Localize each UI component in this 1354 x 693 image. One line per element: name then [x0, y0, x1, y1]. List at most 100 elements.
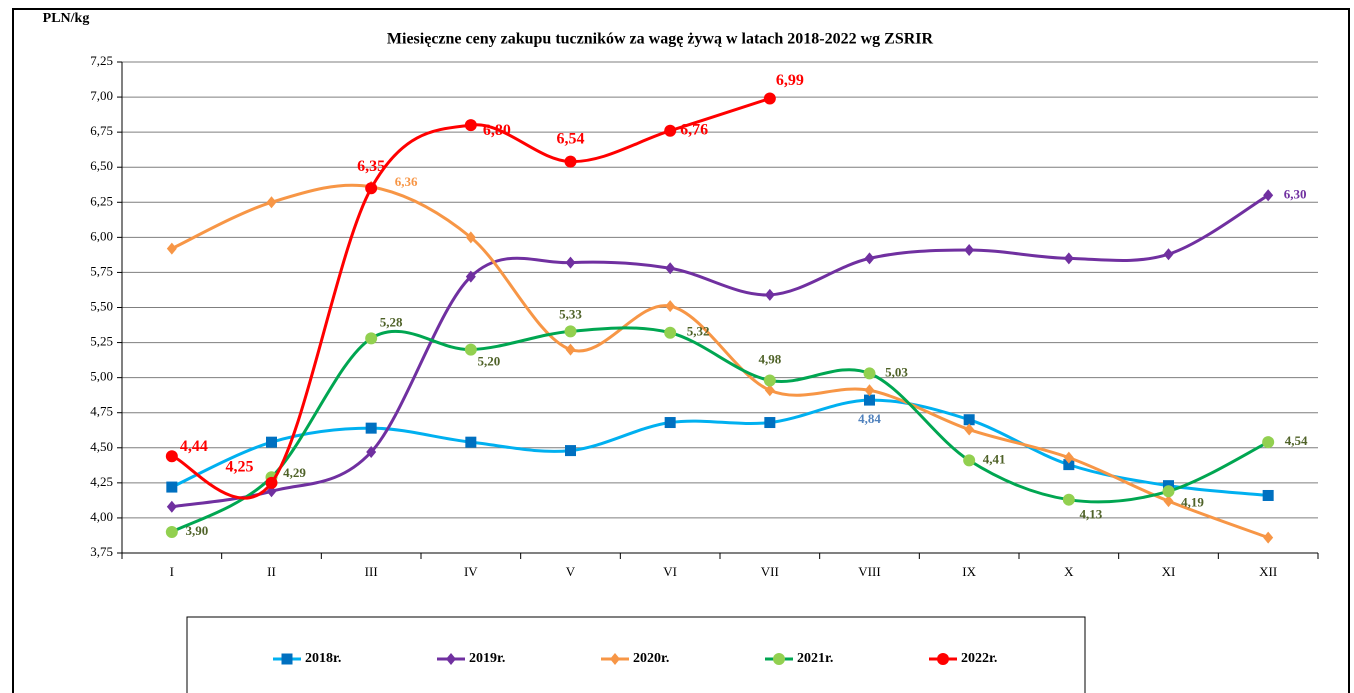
data-label: 4,84: [858, 411, 881, 426]
data-label: 3,90: [185, 523, 208, 538]
marker: [464, 343, 477, 356]
marker: [763, 374, 776, 387]
legend-marker: [937, 653, 949, 665]
legend-marker: [773, 653, 785, 665]
marker: [764, 417, 776, 429]
chart-title: Miesięczne ceny zakupu tuczników za wagę…: [387, 31, 934, 48]
marker: [1063, 459, 1075, 471]
marker: [863, 367, 876, 380]
y-tick-label: 5,25: [90, 334, 113, 349]
x-tick-label: VII: [761, 564, 779, 579]
data-label: 4,98: [758, 351, 781, 366]
marker: [564, 325, 577, 338]
marker: [764, 288, 775, 301]
y-tick-label: 4,00: [90, 509, 113, 524]
x-tick-label: IV: [464, 564, 478, 579]
marker: [165, 525, 178, 538]
marker: [864, 384, 875, 397]
data-label: 4,13: [1079, 507, 1102, 522]
marker: [166, 481, 178, 493]
x-tick-label: III: [365, 564, 378, 579]
series-line: [171, 193, 1269, 509]
marker: [465, 270, 476, 283]
y-tick-label: 7,25: [90, 53, 113, 68]
marker: [365, 182, 378, 195]
marker: [464, 119, 477, 132]
marker: [665, 262, 676, 275]
x-tick-label: I: [170, 564, 174, 579]
x-tick-label: XII: [1259, 564, 1277, 579]
marker: [665, 300, 676, 313]
data-label: 4,44: [180, 438, 208, 455]
data-label: 5,20: [477, 354, 500, 369]
marker: [165, 450, 178, 463]
data-label: 6,36: [395, 174, 418, 189]
marker: [1263, 189, 1274, 202]
y-tick-label: 6,25: [90, 193, 113, 208]
series-line: [171, 398, 1269, 497]
data-label: 6,30: [1284, 186, 1307, 201]
y-tick-label: 4,25: [90, 474, 113, 489]
data-label: 6,99: [776, 72, 804, 89]
marker: [564, 155, 577, 168]
marker: [664, 417, 676, 429]
data-label: 6,35: [357, 158, 385, 175]
data-label: 5,32: [687, 324, 710, 339]
chart-frame: [12, 8, 1350, 693]
legend-label: 2022r.: [961, 651, 997, 666]
y-tick-label: 5,50: [90, 298, 113, 313]
legend-marker: [446, 653, 456, 665]
marker: [964, 423, 975, 436]
marker: [565, 445, 576, 457]
y-tick-label: 4,50: [90, 439, 113, 454]
marker: [565, 343, 576, 356]
y-tick-label: 5,00: [90, 369, 113, 384]
legend-label: 2019r.: [469, 651, 505, 666]
x-tick-label: II: [267, 564, 276, 579]
series-line: [171, 183, 1269, 539]
y-tick-label: 6,00: [90, 228, 113, 243]
marker: [763, 92, 776, 105]
marker: [664, 326, 677, 339]
marker: [1262, 436, 1275, 449]
data-label: 6,54: [557, 130, 585, 147]
marker: [166, 242, 177, 255]
x-tick-label: IX: [962, 564, 976, 579]
marker: [565, 256, 576, 269]
marker: [266, 196, 277, 209]
data-label: 6,76: [680, 121, 708, 138]
legend-label: 2020r.: [633, 651, 669, 666]
marker: [365, 332, 378, 345]
marker: [1062, 493, 1075, 506]
marker: [465, 231, 476, 244]
marker: [1262, 489, 1274, 501]
x-tick-label: VIII: [858, 564, 880, 579]
marker: [963, 414, 975, 426]
marker: [1162, 485, 1175, 498]
marker: [1163, 495, 1174, 508]
legend-marker: [610, 653, 620, 665]
data-label: 6,80: [483, 122, 511, 139]
data-label: 4,19: [1181, 494, 1204, 509]
marker: [465, 436, 477, 448]
legend-marker: [281, 653, 293, 665]
x-tick-label: VI: [663, 564, 677, 579]
y-tick-label: 3,75: [90, 544, 113, 559]
marker: [166, 500, 177, 513]
legend-label: 2021r.: [797, 651, 833, 666]
marker: [963, 454, 976, 467]
marker: [265, 476, 278, 489]
marker: [864, 394, 875, 406]
legend-label: 2018r.: [305, 651, 341, 666]
marker: [764, 384, 775, 397]
x-tick-label: XI: [1162, 564, 1176, 579]
x-tick-label: V: [566, 564, 576, 579]
y-tick-label: 6,75: [90, 123, 113, 138]
y-tick-label: 4,75: [90, 404, 113, 419]
marker: [1063, 451, 1074, 464]
marker: [365, 422, 377, 434]
marker: [864, 252, 875, 265]
marker: [664, 124, 677, 137]
